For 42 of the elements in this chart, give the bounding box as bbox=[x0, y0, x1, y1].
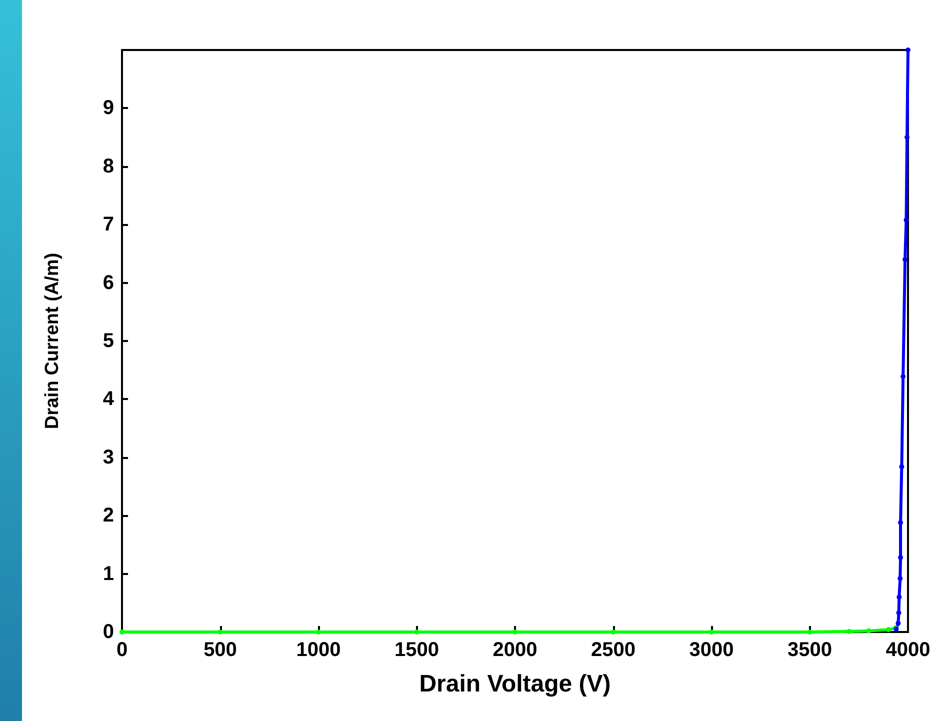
y-tick-label: 2 bbox=[102, 504, 114, 527]
point bbox=[512, 630, 518, 634]
point bbox=[900, 374, 906, 379]
y-tick-label: 1 bbox=[102, 562, 114, 585]
y-tick-label: 9 bbox=[102, 97, 114, 120]
point bbox=[886, 627, 891, 632]
x-tick-label: 2000 bbox=[492, 639, 538, 661]
point bbox=[846, 628, 852, 634]
x-tick-label: 1000 bbox=[296, 639, 341, 661]
point bbox=[414, 630, 420, 634]
point bbox=[906, 48, 910, 52]
point bbox=[898, 520, 904, 526]
point bbox=[120, 630, 124, 634]
point bbox=[866, 628, 872, 634]
point bbox=[896, 594, 902, 600]
y-tick-label: 0 bbox=[102, 621, 114, 643]
point bbox=[896, 610, 902, 616]
y-tick-label: 5 bbox=[102, 330, 114, 352]
y-tick-label: 6 bbox=[102, 272, 114, 294]
x-tick-label: 500 bbox=[204, 639, 237, 661]
x-tick-label: 3500 bbox=[788, 639, 832, 661]
x-axis-title: Drain Voltage (V) bbox=[419, 670, 611, 698]
x-tick-label: 2500 bbox=[591, 639, 636, 661]
point bbox=[807, 630, 812, 634]
point bbox=[898, 576, 903, 581]
x-tick-label: 3000 bbox=[689, 639, 734, 661]
x-tick-label: 0 bbox=[116, 639, 128, 661]
point bbox=[904, 217, 909, 222]
point bbox=[896, 620, 901, 626]
y-tick-label: 7 bbox=[102, 214, 114, 236]
y-tick-label: 4 bbox=[102, 388, 115, 410]
x-tick-label: 1500 bbox=[394, 639, 439, 661]
point bbox=[316, 630, 321, 634]
x-tick-label: 4000 bbox=[886, 639, 930, 661]
point bbox=[610, 630, 616, 634]
y-axis-title: Drain Current (A/m) bbox=[42, 252, 63, 430]
point bbox=[899, 464, 904, 470]
point bbox=[904, 134, 910, 140]
point bbox=[218, 630, 223, 634]
y-tick-label: 8 bbox=[102, 155, 114, 178]
point bbox=[709, 630, 714, 634]
y-tick-label: 3 bbox=[102, 446, 114, 468]
